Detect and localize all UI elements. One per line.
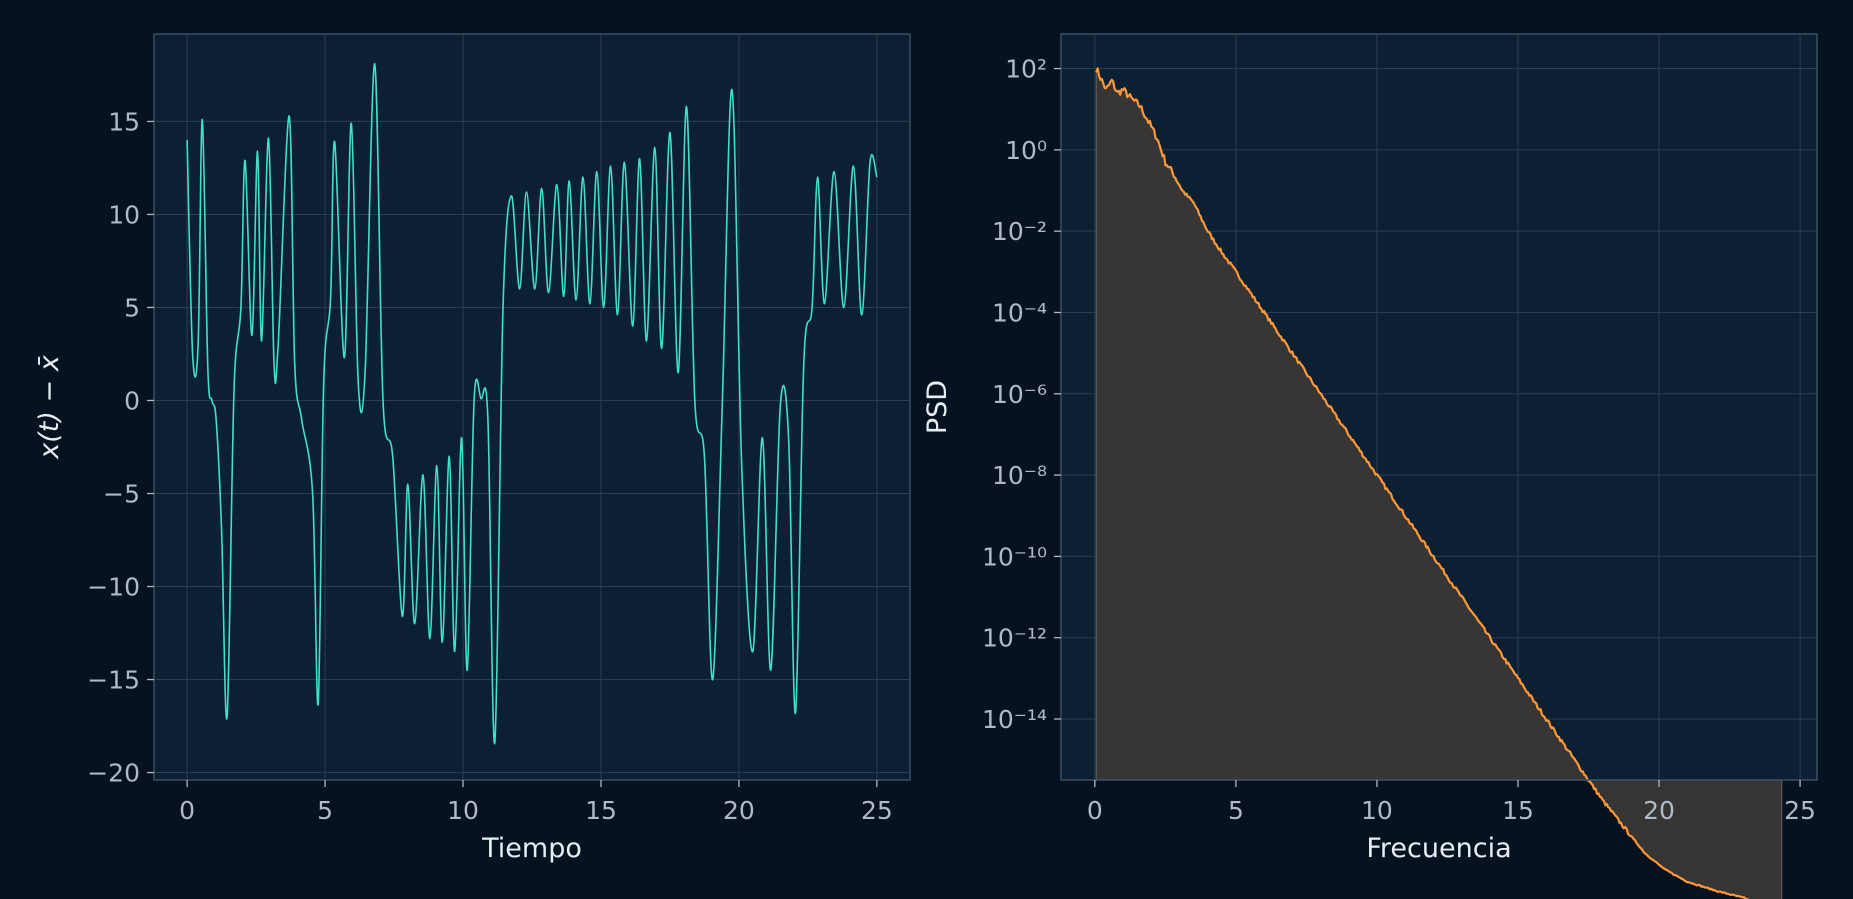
time-series-plot-area — [186, 62, 878, 745]
psd-x-tick-label: 5 — [1228, 796, 1244, 825]
time-series-axes — [154, 34, 910, 780]
psd-y-label: PSD — [922, 380, 953, 434]
time-series-x-tick-label: 25 — [861, 796, 893, 825]
time-series-x-tick-label: 5 — [317, 796, 333, 825]
psd-y-tick-label: 10⁰ — [1005, 136, 1047, 165]
psd-x-tick-label: 25 — [1784, 796, 1816, 825]
psd-panel: 0 5 10 15 20 25 10² 10⁰ 10⁻² 10⁻⁴ 10⁻⁶ 10⁻⁸ 10⁻¹⁰ 10⁻… — [922, 33, 1818, 899]
psd-x-tick-label: 20 — [1643, 796, 1675, 825]
time-series-y-tick-label: −10 — [87, 573, 140, 602]
time-series-x-label: Tiempo — [481, 833, 582, 864]
time-series-x-tick-label: 0 — [179, 796, 195, 825]
time-series-y-tick-label: −15 — [87, 666, 140, 695]
psd-ticks: 0 5 10 15 20 25 10² 10⁰ 10⁻² 10⁻⁴ 10⁻⁶ 10⁻⁸ 10⁻¹⁰ 10⁻… — [982, 55, 1816, 825]
time-series-grid — [154, 34, 910, 780]
psd-y-tick-label: 10⁻⁴ — [992, 298, 1047, 327]
psd-frame — [1060, 33, 1818, 781]
psd-x-tick-label: 0 — [1087, 796, 1103, 825]
time-series-y-tick-label: 10 — [108, 200, 140, 229]
time-series-ticks: 0 5 10 15 20 25 −20 −15 −10 −5 0 5 10 15 — [87, 107, 893, 825]
time-series-y-tick-label: −20 — [87, 759, 140, 788]
psd-y-tick-label: 10⁻¹² — [982, 624, 1047, 653]
time-series-y-tick-label: 5 — [124, 293, 140, 322]
psd-x-tick-label: 10 — [1361, 796, 1393, 825]
psd-x-label: Frecuencia — [1366, 833, 1511, 864]
psd-y-tick-label: 10⁻⁶ — [992, 380, 1047, 409]
time-series-y-label: x(t) − x̄ — [34, 354, 65, 459]
psd-y-tick-label: 10⁻⁸ — [992, 461, 1047, 490]
psd-y-tick-label: 10² — [1005, 55, 1047, 84]
psd-y-tick-label: 10⁻² — [992, 217, 1047, 246]
time-series-x-tick-label: 15 — [585, 796, 617, 825]
time-series-panel: 0 5 10 15 20 25 −20 −15 −10 −5 0 5 10 15 Tiempo x(t) … — [34, 33, 911, 864]
psd-y-tick-label: 10⁻¹⁴ — [982, 705, 1047, 734]
time-series-x-tick-label: 10 — [447, 796, 479, 825]
time-series-line — [186, 62, 878, 745]
time-series-y-tick-label: −5 — [103, 480, 140, 509]
psd-x-tick-label: 15 — [1502, 796, 1534, 825]
psd-plot-area — [1095, 66, 1783, 899]
psd-line — [1095, 67, 1750, 899]
psd-y-tick-label: 10⁻¹⁰ — [982, 542, 1047, 571]
time-series-y-tick-label: 15 — [108, 107, 140, 136]
time-series-y-tick-label: 0 — [124, 386, 140, 415]
time-series-frame — [153, 33, 911, 781]
time-series-x-tick-label: 20 — [723, 796, 755, 825]
